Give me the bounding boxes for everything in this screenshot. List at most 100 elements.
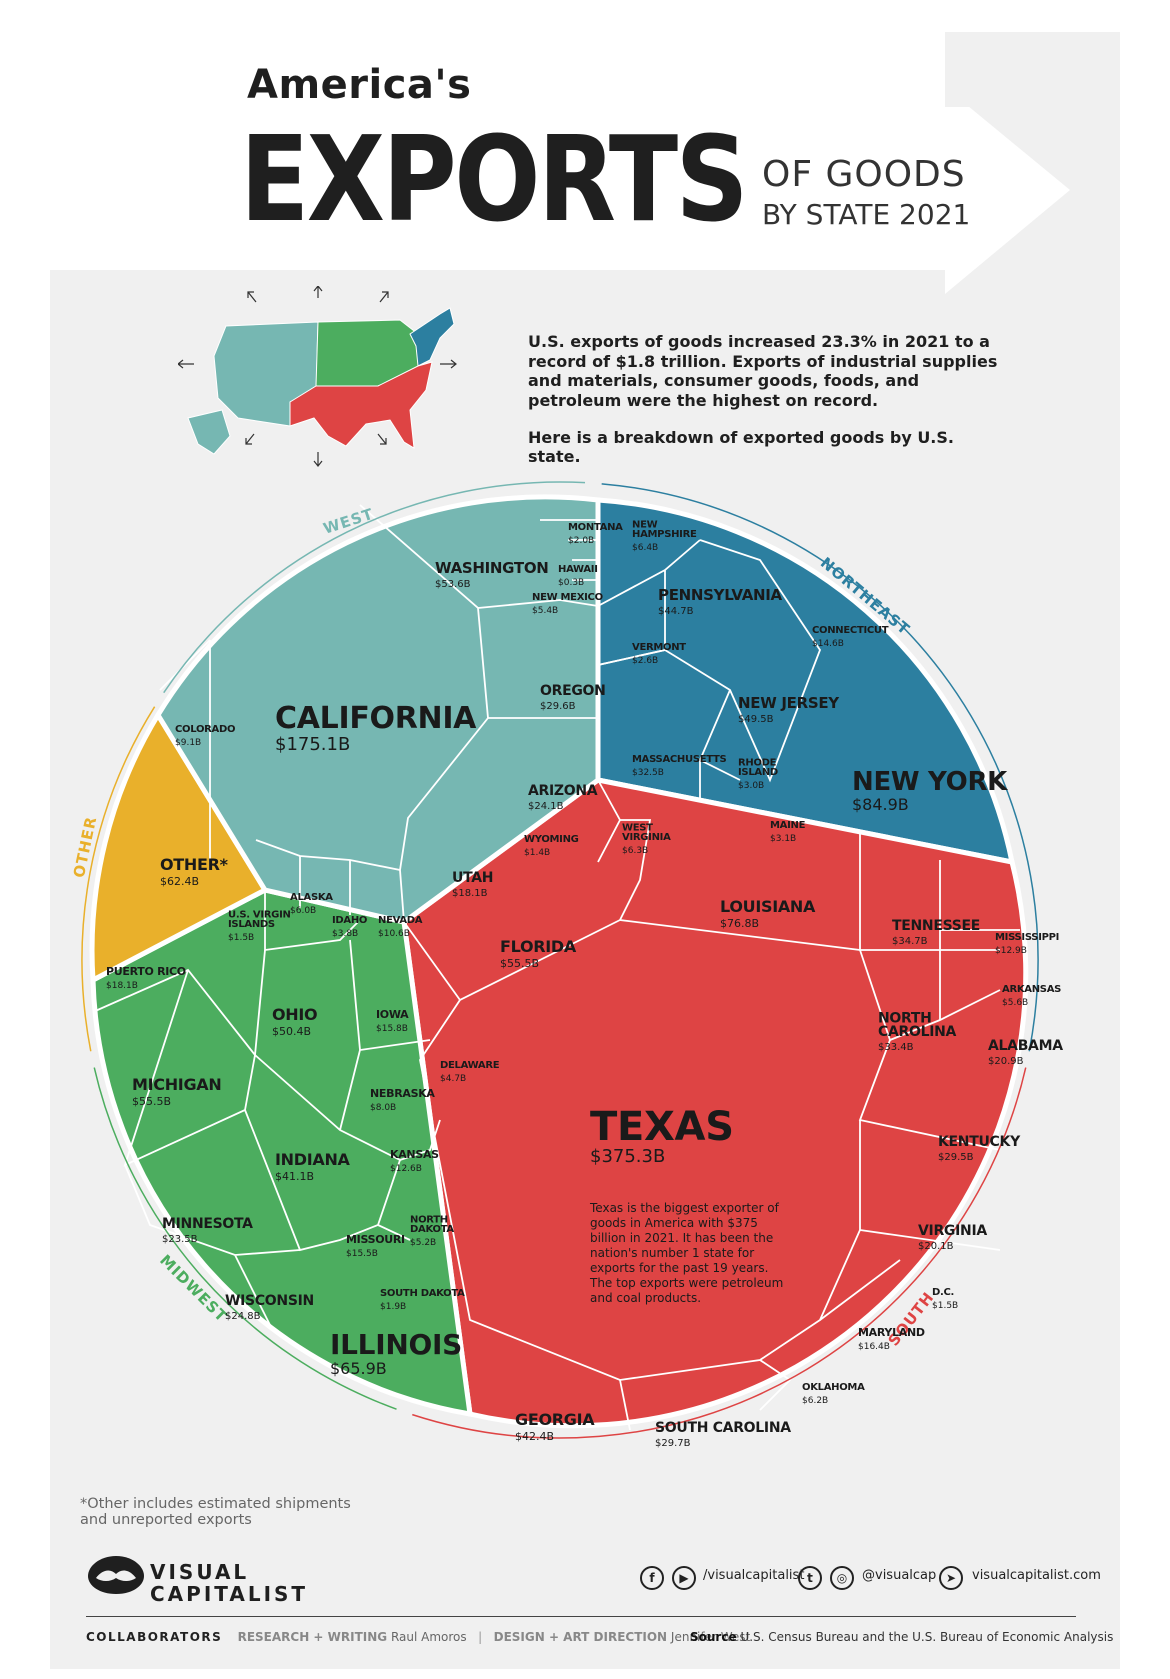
instagram-icon[interactable]: ◎ [830,1566,854,1590]
chart-cells [89,494,1029,1431]
value-other-: $62.4B [160,875,199,888]
value-minnesota: $23.5B [162,1234,198,1245]
value-new-jersey: $49.5B [738,714,774,725]
twitter-icon[interactable]: t [798,1566,822,1590]
label-arkansas: ARKANSAS [1002,984,1061,995]
label-pennsylvania: PENNSYLVANIA [658,586,783,604]
region-midwest [90,887,473,1418]
facebook-icon[interactable]: f [640,1566,664,1590]
value-u-s-virgin-islands: $1.5B [228,933,254,943]
label-washington: WASHINGTON [435,559,549,577]
cell-border [92,949,266,1058]
value-colorado: $9.1B [175,738,201,748]
label-missouri: MISSOURI [346,1233,405,1246]
cell-border [859,949,1001,1042]
label-illinois: ILLINOIS [330,1328,462,1361]
value-louisiana: $76.8B [720,917,759,930]
value-michigan: $55.5B [132,1095,171,1108]
label-south-carolina: SOUTH CAROLINA [655,1420,791,1436]
label-nebraska: NEBRASKA [370,1087,435,1100]
value-puerto-rico: $18.1B [106,981,138,991]
cell-border [939,860,1020,1020]
value-utah: $18.1B [452,888,488,899]
value-indiana: $41.1B [275,1170,314,1183]
youtube-icon[interactable]: ▶ [672,1566,696,1590]
label-minnesota: MINNESOTA [162,1216,253,1232]
value-maine: $3.1B [770,834,796,844]
value-oklahoma: $6.2B [802,1396,828,1406]
label-indiana: INDIANA [275,1150,351,1169]
research-key: RESEARCH + WRITING [237,1630,388,1644]
label-georgia: GEORGIA [515,1410,595,1429]
value-alaska: $6.0B [290,906,316,916]
title-line1: America's [247,62,472,108]
cell-border [597,649,666,666]
label-connecticut: CONNECTICUT [812,625,889,636]
cell-border [124,1164,301,1326]
label-d-c-: D.C. [932,1287,954,1298]
value-oregon: $29.6B [540,701,576,712]
ring-midwest [93,1067,397,1410]
label-alabama: ALABAMA [988,1038,1063,1054]
page-title: EXPORTS [240,110,749,248]
region-northeast [595,497,1016,866]
map-arrows [178,286,457,467]
value-idaho: $3.8B [332,929,358,939]
value-south-dakota: $1.9B [380,1302,406,1312]
source-note: Source U.S. Census Bureau and the U.S. B… [690,1630,1113,1644]
social-handle-2[interactable]: @visualcap [862,1568,937,1583]
label-wyoming: WYOMING [524,834,579,845]
label-idaho: IDAHO [332,915,367,926]
label-florida: FLORIDA [500,937,577,956]
cell-border [477,599,599,609]
cursor-icon[interactable]: ➤ [939,1566,963,1590]
cell-border [159,639,211,870]
label-montana: MONTANA [568,522,623,533]
value-pennsylvania: $44.7B [658,606,694,617]
value-hawaii: $0.3B [558,578,584,588]
value-california: $175.1B [275,734,350,755]
region-south [401,777,1029,1429]
cell-border [419,919,861,1381]
value-connecticut: $14.6B [812,639,844,649]
intro-paragraph-2: Here is a breakdown of exported goods by… [528,428,954,466]
label-colorado: COLORADO [175,724,235,735]
value-washington: $53.6B [435,579,471,590]
cell-border [299,856,351,915]
title-arrow-banner [50,32,1080,294]
intro-paragraph: U.S. exports of goods increased 23.3% in… [528,332,998,410]
value-new-york: $84.9B [852,795,909,814]
value-west-virginia: $6.3B [622,846,648,856]
label-west-virginia: WEST VIRGINIA [622,823,671,844]
value-tennessee: $34.7B [892,936,928,947]
label-tennessee: TENNESSEE [892,918,980,934]
label-new-hampshire: NEW HAMPSHIRE [632,520,697,541]
cell-border [339,939,431,1131]
label-maine: MAINE [770,820,806,831]
collaborators-label: COLLABORATORS [86,1630,223,1644]
label-utah: UTAH [452,870,493,886]
cell-border [664,539,822,783]
region-label-south: SOUTH [884,1288,937,1349]
label-new-york: NEW YORK [852,767,1008,797]
social-handle-1[interactable]: /visualcapitalist [703,1568,805,1583]
research-value: Raul Amoros [390,1630,467,1644]
footnote: *Other includes estimated shipments and … [80,1496,351,1528]
value-wisconsin: $24.8B [225,1311,261,1322]
value-delaware: $4.7B [440,1074,466,1084]
label-puerto-rico: PUERTO RICO [106,965,186,978]
value-new-mexico: $5.4B [532,606,558,616]
label-north-dakota: NORTH DAKOTA [410,1215,454,1236]
website-link[interactable]: visualcapitalist.com [972,1568,1101,1583]
label-rhode-island: RHODE ISLAND [738,758,778,779]
label-texas: TEXAS [590,1104,734,1150]
cell-border [377,1119,441,1241]
label-ohio: OHIO [272,1005,317,1024]
brand-line1: VISUAL [150,1560,250,1584]
label-vermont: VERMONT [632,642,686,653]
value-massachusetts: $32.5B [632,768,664,778]
cell-border [264,890,359,952]
value-north-carolina: $33.4B [878,1042,914,1053]
label-alaska: ALASKA [290,892,333,903]
